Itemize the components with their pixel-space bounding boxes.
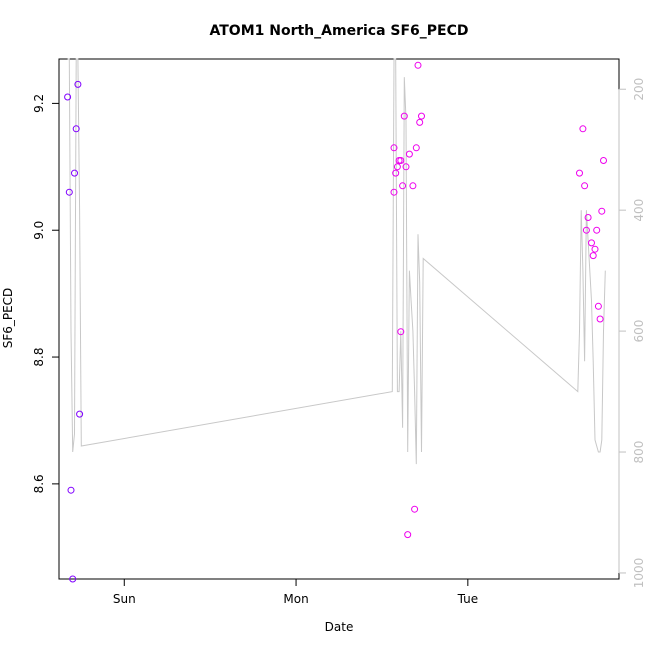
data-point <box>589 252 597 260</box>
data-point <box>402 163 410 171</box>
plot-area <box>58 58 620 580</box>
y-axis-label: SF6_PECD <box>1 288 15 349</box>
data-point <box>390 144 398 152</box>
data-point <box>412 144 420 152</box>
data-point <box>594 302 602 310</box>
y2-tick-label: 200 <box>632 78 646 101</box>
data-points-layer <box>64 61 607 583</box>
y-tick-label: 8.6 <box>32 474 46 493</box>
x-tick-label: Sun <box>113 592 136 606</box>
data-point <box>409 182 417 190</box>
data-point <box>67 486 75 494</box>
data-point <box>582 226 590 234</box>
data-point <box>584 214 592 221</box>
data-point <box>404 531 412 539</box>
x-axis-label: Date <box>325 620 354 634</box>
x-axis: Sun Mon Tue <box>113 578 479 606</box>
data-point <box>418 112 425 120</box>
data-point <box>390 188 398 196</box>
secondary-y-axis: 200 400 600 800 1000 <box>618 78 646 589</box>
data-point <box>74 80 82 88</box>
y-tick-label: 9.2 <box>32 94 46 113</box>
pressure-line <box>67 58 606 465</box>
x-tick-label: Mon <box>283 592 308 606</box>
data-point <box>596 315 604 323</box>
data-point <box>72 125 80 133</box>
data-point <box>411 505 419 513</box>
x-tick-label: Tue <box>457 592 479 606</box>
data-point <box>400 112 408 120</box>
data-point <box>65 188 73 196</box>
data-point <box>588 239 595 247</box>
data-point <box>593 226 601 234</box>
data-point <box>397 157 405 164</box>
y2-tick-label: 800 <box>632 441 646 464</box>
y-tick-label: 8.8 <box>32 348 46 367</box>
data-point <box>397 328 405 336</box>
data-point <box>76 410 84 418</box>
y-axis: 8.6 8.8 9.0 9.2 <box>32 94 60 493</box>
data-point <box>405 150 413 158</box>
y2-tick-label: 600 <box>632 320 646 343</box>
data-point <box>69 575 77 583</box>
data-point <box>416 118 424 126</box>
data-point <box>581 182 589 190</box>
data-point <box>393 163 401 171</box>
data-point <box>576 169 583 177</box>
y2-tick-label: 1000 <box>632 558 646 589</box>
data-point <box>598 207 606 215</box>
data-point <box>392 169 400 177</box>
pressure-line-layer <box>67 58 606 465</box>
chart-title: ATOM1 North_America SF6_PECD <box>210 23 469 39</box>
data-point <box>591 245 599 253</box>
data-point <box>414 61 422 69</box>
y-tick-label: 9.0 <box>32 221 46 240</box>
data-point <box>64 93 72 101</box>
data-point <box>399 182 407 190</box>
y2-tick-label: 400 <box>632 199 646 222</box>
data-point <box>71 169 78 177</box>
data-point <box>600 157 607 164</box>
data-point <box>579 125 587 133</box>
